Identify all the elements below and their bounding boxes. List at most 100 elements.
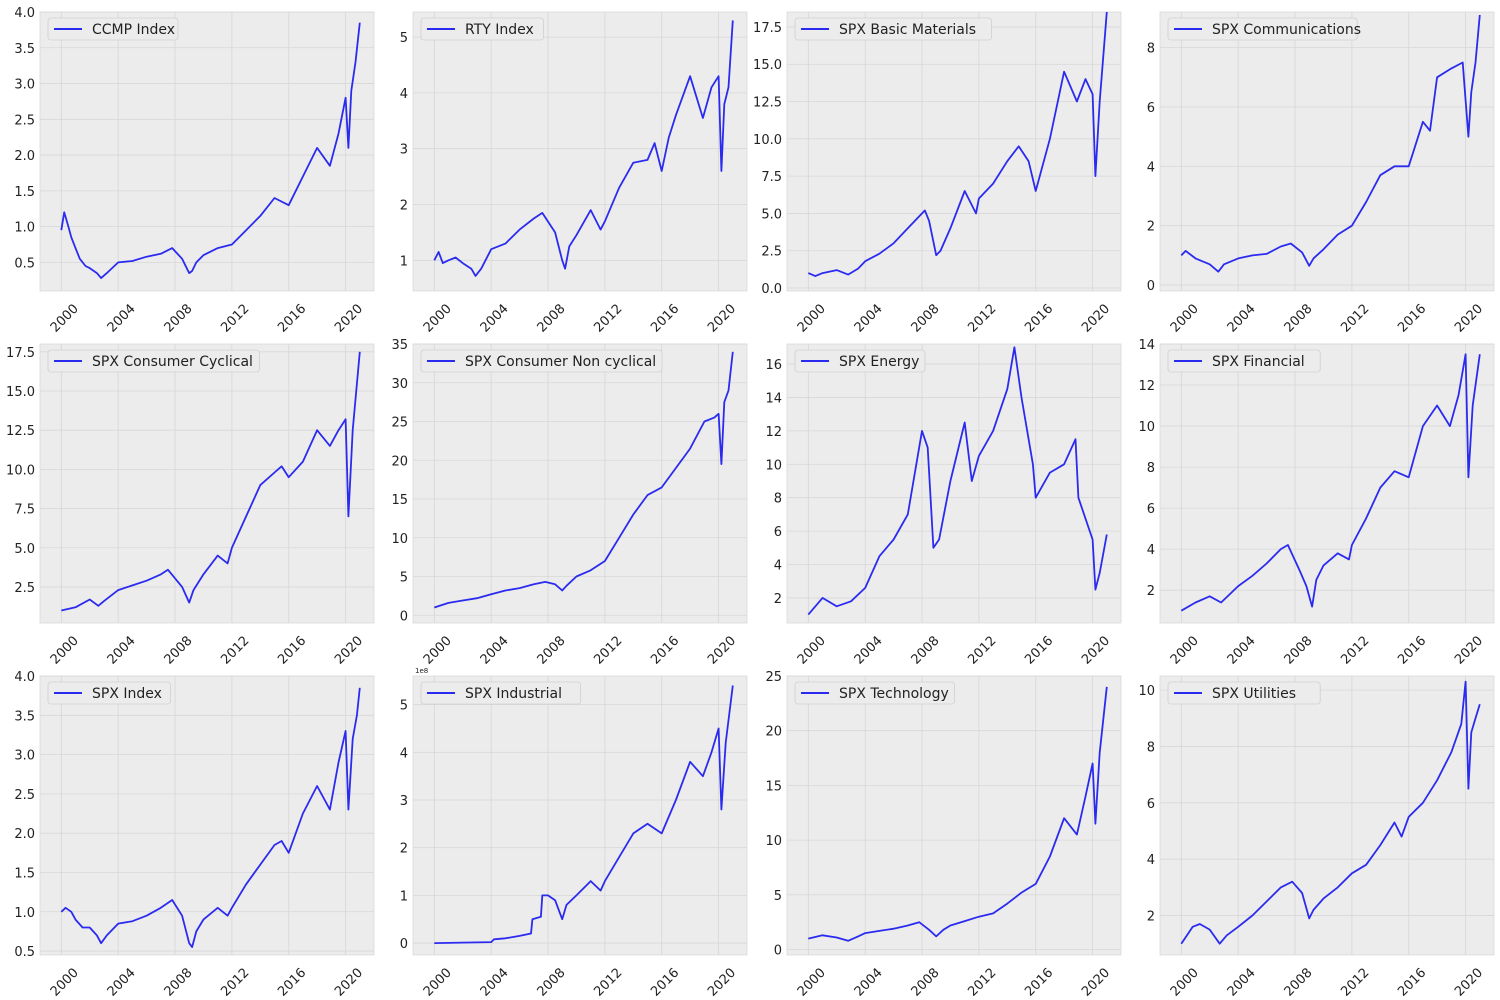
y-tick-label: 1.0 [14, 906, 35, 921]
y-tick-label: 3.5 [14, 709, 35, 724]
plot-area [786, 11, 1122, 292]
y-tick-label: 6 [1147, 101, 1155, 116]
y-tick-label: 4 [1147, 853, 1155, 868]
y-tick-label: 25 [391, 416, 408, 431]
plot-area [39, 11, 375, 292]
y-tick-label: 3 [400, 143, 408, 158]
y-tick-label: 1.0 [14, 221, 35, 236]
series-line [434, 351, 734, 609]
series-line [807, 346, 1108, 616]
y-tick-label: 4.0 [14, 670, 35, 685]
y-tick-label: 2 [1147, 220, 1155, 235]
legend-box [420, 349, 663, 373]
y-tick-label: 15 [391, 493, 408, 508]
x-tick-label: 2020 [1452, 966, 1486, 1000]
legend-label: SPX Industrial [465, 686, 562, 702]
y-tick-label: 5 [400, 699, 408, 714]
plot-area [1159, 343, 1495, 624]
legend-label: SPX Index [92, 686, 162, 702]
y-tick-label: 14 [1138, 338, 1155, 353]
y-tick-label: 12 [1138, 379, 1155, 394]
y-tick-label: 5.0 [761, 207, 782, 222]
y-tick-label: 0 [400, 937, 408, 952]
y-tick-label: 4 [1147, 543, 1155, 558]
y-tick-label: 2.0 [14, 149, 35, 164]
y-tick-label: 10 [391, 532, 408, 547]
legend-box [794, 349, 926, 373]
series-line [1180, 353, 1481, 612]
y-tick-label: 7.5 [761, 170, 782, 185]
y-tick-label: 30 [391, 377, 408, 392]
y-tick-label: 8 [1147, 740, 1155, 755]
y-tick-label: 6 [1147, 797, 1155, 812]
y-tick-label: 10.0 [753, 133, 782, 148]
y-tick-label: 5.0 [14, 542, 35, 557]
y-tick-label: 8 [1147, 42, 1155, 57]
series-line [60, 687, 361, 948]
legend-label: SPX Consumer Cyclical [92, 354, 253, 370]
y-tick-label: 1.5 [14, 185, 35, 200]
y-tick-label: 10 [1138, 684, 1155, 699]
y-tick-label: 2 [774, 592, 782, 607]
y-tick-label: 15 [765, 779, 782, 794]
legend-label: CCMP Index [92, 22, 175, 38]
plot-area [786, 675, 1122, 956]
y-tick-label: 2.5 [14, 788, 35, 803]
y-tick-label: 6 [774, 525, 782, 540]
y-tick-label: 1.5 [14, 866, 35, 881]
y-tick-label: 2.5 [761, 245, 782, 260]
y-tick-label: 3 [400, 794, 408, 809]
y-tick-label: 15.0 [753, 58, 782, 73]
y-tick-label: 4 [1147, 160, 1155, 175]
y-tick-label: 15.0 [6, 385, 35, 400]
y-tick-label: 2.5 [14, 581, 35, 596]
series-line [808, 686, 1108, 942]
legend-box [1167, 17, 1358, 41]
y-tick-label: 0 [1147, 279, 1155, 294]
y-tick-label: 0.5 [14, 256, 35, 271]
y-tick-label: 2 [1147, 584, 1155, 599]
legend-box [47, 681, 171, 705]
plot-area [412, 675, 748, 956]
y-tick-label: 8 [774, 492, 782, 507]
y-tick-label: 0 [774, 944, 782, 959]
y-tick-label: 12.5 [6, 424, 35, 439]
y-tick-label: 3.0 [14, 749, 35, 764]
y-tick-label: 12.5 [753, 96, 782, 111]
legend-label: SPX Technology [839, 686, 949, 702]
legend-label: SPX Utilities [1212, 686, 1296, 702]
legend-box [1167, 681, 1321, 705]
y-tick-label: 2 [1147, 910, 1155, 925]
axis-offset-label: 1e8 [415, 667, 428, 675]
y-tick-label: 17.5 [753, 21, 782, 36]
legend-box [47, 349, 260, 373]
y-tick-label: 2 [400, 842, 408, 857]
series-line [807, 11, 1108, 278]
y-tick-label: 35 [391, 338, 408, 353]
x-tick-label: 2016 [1395, 966, 1429, 1000]
series-line [433, 20, 734, 277]
legend-box [420, 681, 582, 705]
plot-area [1159, 675, 1495, 956]
y-tick-label: 17.5 [6, 346, 35, 361]
y-tick-label: 10 [1138, 420, 1155, 435]
y-tick-label: 0.0 [761, 282, 782, 297]
series-line [61, 351, 361, 612]
y-tick-label: 12 [765, 425, 782, 440]
legend-box [794, 681, 956, 705]
y-tick-label: 3.0 [14, 78, 35, 93]
y-tick-label: 6 [1147, 502, 1155, 517]
y-tick-label: 5 [400, 571, 408, 586]
legend-label: SPX Energy [839, 354, 919, 370]
x-tick-label: 2012 [1338, 966, 1372, 1000]
y-tick-label: 4 [774, 559, 782, 574]
